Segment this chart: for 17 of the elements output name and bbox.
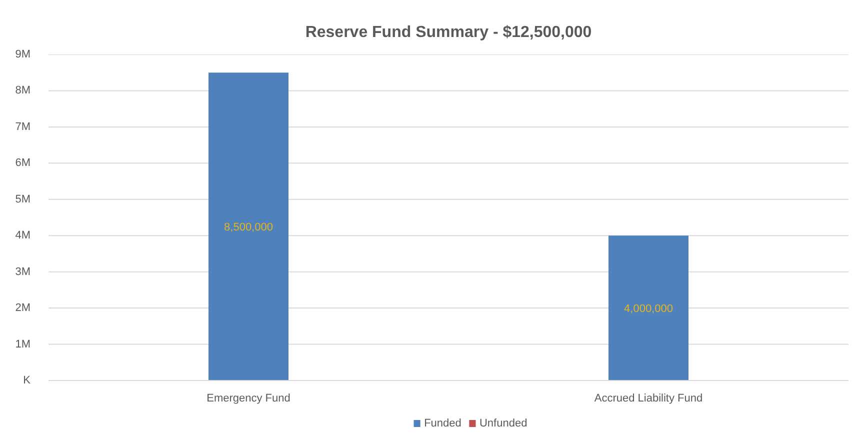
y-tick-label: 8M bbox=[15, 84, 30, 97]
y-tick-label: 6M bbox=[15, 157, 30, 170]
legend-label: Unfunded bbox=[479, 418, 528, 430]
x-tick-label: Accrued Liability Fund bbox=[594, 392, 703, 404]
y-tick-label: 2M bbox=[15, 302, 30, 314]
y-tick-label: 4M bbox=[15, 230, 30, 242]
y-tick-label: K bbox=[23, 374, 32, 386]
y-tick-label: 7M bbox=[15, 120, 30, 133]
data-label: 4,000,000 bbox=[624, 303, 673, 316]
y-tick-label: 3M bbox=[15, 266, 30, 278]
y-tick-label: 5M bbox=[15, 193, 30, 206]
x-tick-label: Emergency Fund bbox=[206, 392, 290, 404]
chart-title: Reserve Fund Summary - $12,500,000 bbox=[305, 24, 592, 41]
y-tick-label: 9M bbox=[15, 48, 30, 60]
legend-label: Funded bbox=[424, 418, 462, 430]
y-tick-label: 1M bbox=[15, 338, 30, 350]
data-label: 8,500,000 bbox=[224, 222, 273, 234]
